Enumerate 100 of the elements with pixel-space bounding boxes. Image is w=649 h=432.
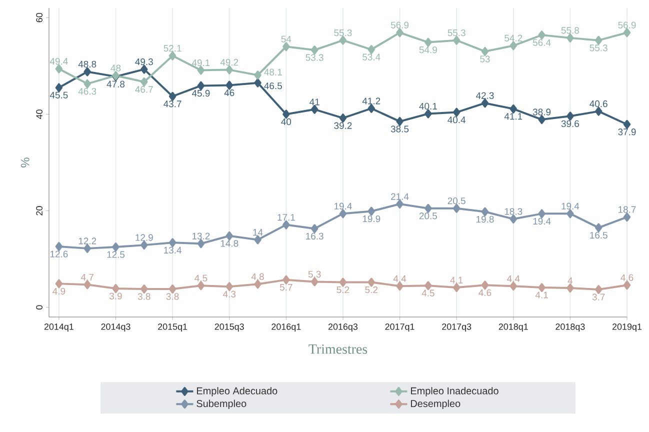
point <box>452 108 460 117</box>
data-label: 4.3 <box>223 290 236 298</box>
data-label: 45.5 <box>50 92 68 98</box>
point <box>623 212 631 222</box>
point <box>339 209 347 218</box>
data-label: 48.1 <box>264 68 282 76</box>
point <box>282 42 290 52</box>
data-label: 3.9 <box>110 292 122 300</box>
data-label: 53.4 <box>362 54 380 60</box>
point <box>594 284 602 294</box>
y-tick-label: 40 <box>36 110 42 119</box>
point <box>254 78 262 88</box>
data-label: 4.1 <box>450 276 463 284</box>
data-label: 3.8 <box>166 293 179 300</box>
point <box>168 284 176 294</box>
data-label: 54 <box>281 36 292 42</box>
y-tick-label: 0 <box>36 305 42 310</box>
data-label: 56.9 <box>618 22 636 28</box>
data-label: 19.8 <box>476 216 494 223</box>
data-label: 3.7 <box>592 294 605 300</box>
point <box>396 28 404 38</box>
data-label: 13.2 <box>192 232 210 240</box>
x-tick-label: 2018q1 <box>498 324 528 332</box>
x-tick-label: 2014q3 <box>101 324 130 332</box>
point <box>310 46 318 54</box>
x-axis-title: Trimestres <box>308 344 368 354</box>
point <box>112 242 120 252</box>
data-label: 3.8 <box>138 293 150 300</box>
point <box>282 275 290 284</box>
point <box>510 41 518 50</box>
data-label: 53 <box>480 56 490 62</box>
data-label: 19.9 <box>362 215 380 222</box>
data-label: 42.3 <box>476 92 494 99</box>
data-label: 20.5 <box>448 197 466 204</box>
data-label: 21.4 <box>391 193 409 200</box>
point <box>510 214 518 224</box>
point <box>594 36 602 45</box>
data-label: 48 <box>110 64 121 72</box>
x-tick-label: 2018q3 <box>556 324 585 332</box>
point <box>510 282 518 291</box>
data-label: 46.7 <box>135 86 153 93</box>
point <box>481 98 489 108</box>
data-label: 41 <box>310 98 320 106</box>
data-label: 46 <box>224 89 234 96</box>
data-label: 14 <box>253 229 263 236</box>
data-label: 48.8 <box>78 60 96 68</box>
point <box>424 109 432 118</box>
data-label: 56.9 <box>390 22 409 28</box>
data-label: 4.4 <box>507 275 520 282</box>
data-label: 47.8 <box>106 80 125 88</box>
data-label: 19.4 <box>533 218 551 225</box>
data-label: 49.3 <box>135 58 153 66</box>
point <box>84 79 91 88</box>
data-label: 40.1 <box>419 102 437 110</box>
point <box>396 116 404 126</box>
data-label: 38.5 <box>390 126 409 132</box>
data-label: 12.9 <box>136 234 153 241</box>
data-label: 12.5 <box>107 251 125 258</box>
x-tick-label: 2015q3 <box>214 324 244 332</box>
point <box>623 28 631 38</box>
legend-label: Subempleo <box>196 400 246 410</box>
point <box>566 209 574 218</box>
data-label: 49.2 <box>220 58 238 66</box>
point <box>510 104 518 114</box>
data-label: 4.9 <box>52 288 66 295</box>
point <box>424 38 432 47</box>
data-label: 4 <box>568 277 573 284</box>
data-label: 46.3 <box>78 88 96 95</box>
data-label: 5.3 <box>308 270 321 278</box>
x-tick-label: 2019q1 <box>612 324 642 332</box>
point <box>112 284 120 293</box>
x-tick-label: 2015q1 <box>158 324 188 332</box>
data-label: 54.9 <box>419 46 437 54</box>
x-tick-label: 2014q1 <box>44 324 74 332</box>
data-label: 55.3 <box>448 29 466 36</box>
data-label: 5.7 <box>280 284 292 291</box>
point <box>396 282 404 291</box>
point <box>538 115 546 124</box>
legend-label: Empleo Inadecuado <box>411 387 498 396</box>
point <box>424 204 432 213</box>
point <box>254 280 262 289</box>
y-tick-label: 60 <box>36 13 42 22</box>
data-label: 19.4 <box>562 202 580 210</box>
point <box>84 280 91 290</box>
data-label: 4.5 <box>422 290 434 296</box>
point <box>254 70 262 80</box>
data-label: 54.2 <box>504 34 522 42</box>
point <box>623 280 631 290</box>
y-axis-title: % <box>20 158 30 168</box>
data-label: 49.1 <box>192 59 210 66</box>
data-label: 46.5 <box>264 82 282 90</box>
data-label: 12.6 <box>50 250 68 258</box>
x-tick-label: 2016q1 <box>272 324 301 332</box>
point <box>481 46 489 56</box>
legend-label: Empleo Adecuado <box>197 387 278 396</box>
data-label: 56.4 <box>532 39 551 46</box>
point <box>140 240 148 250</box>
data-label: 19.4 <box>334 202 352 210</box>
point <box>566 284 574 293</box>
point <box>623 120 631 129</box>
